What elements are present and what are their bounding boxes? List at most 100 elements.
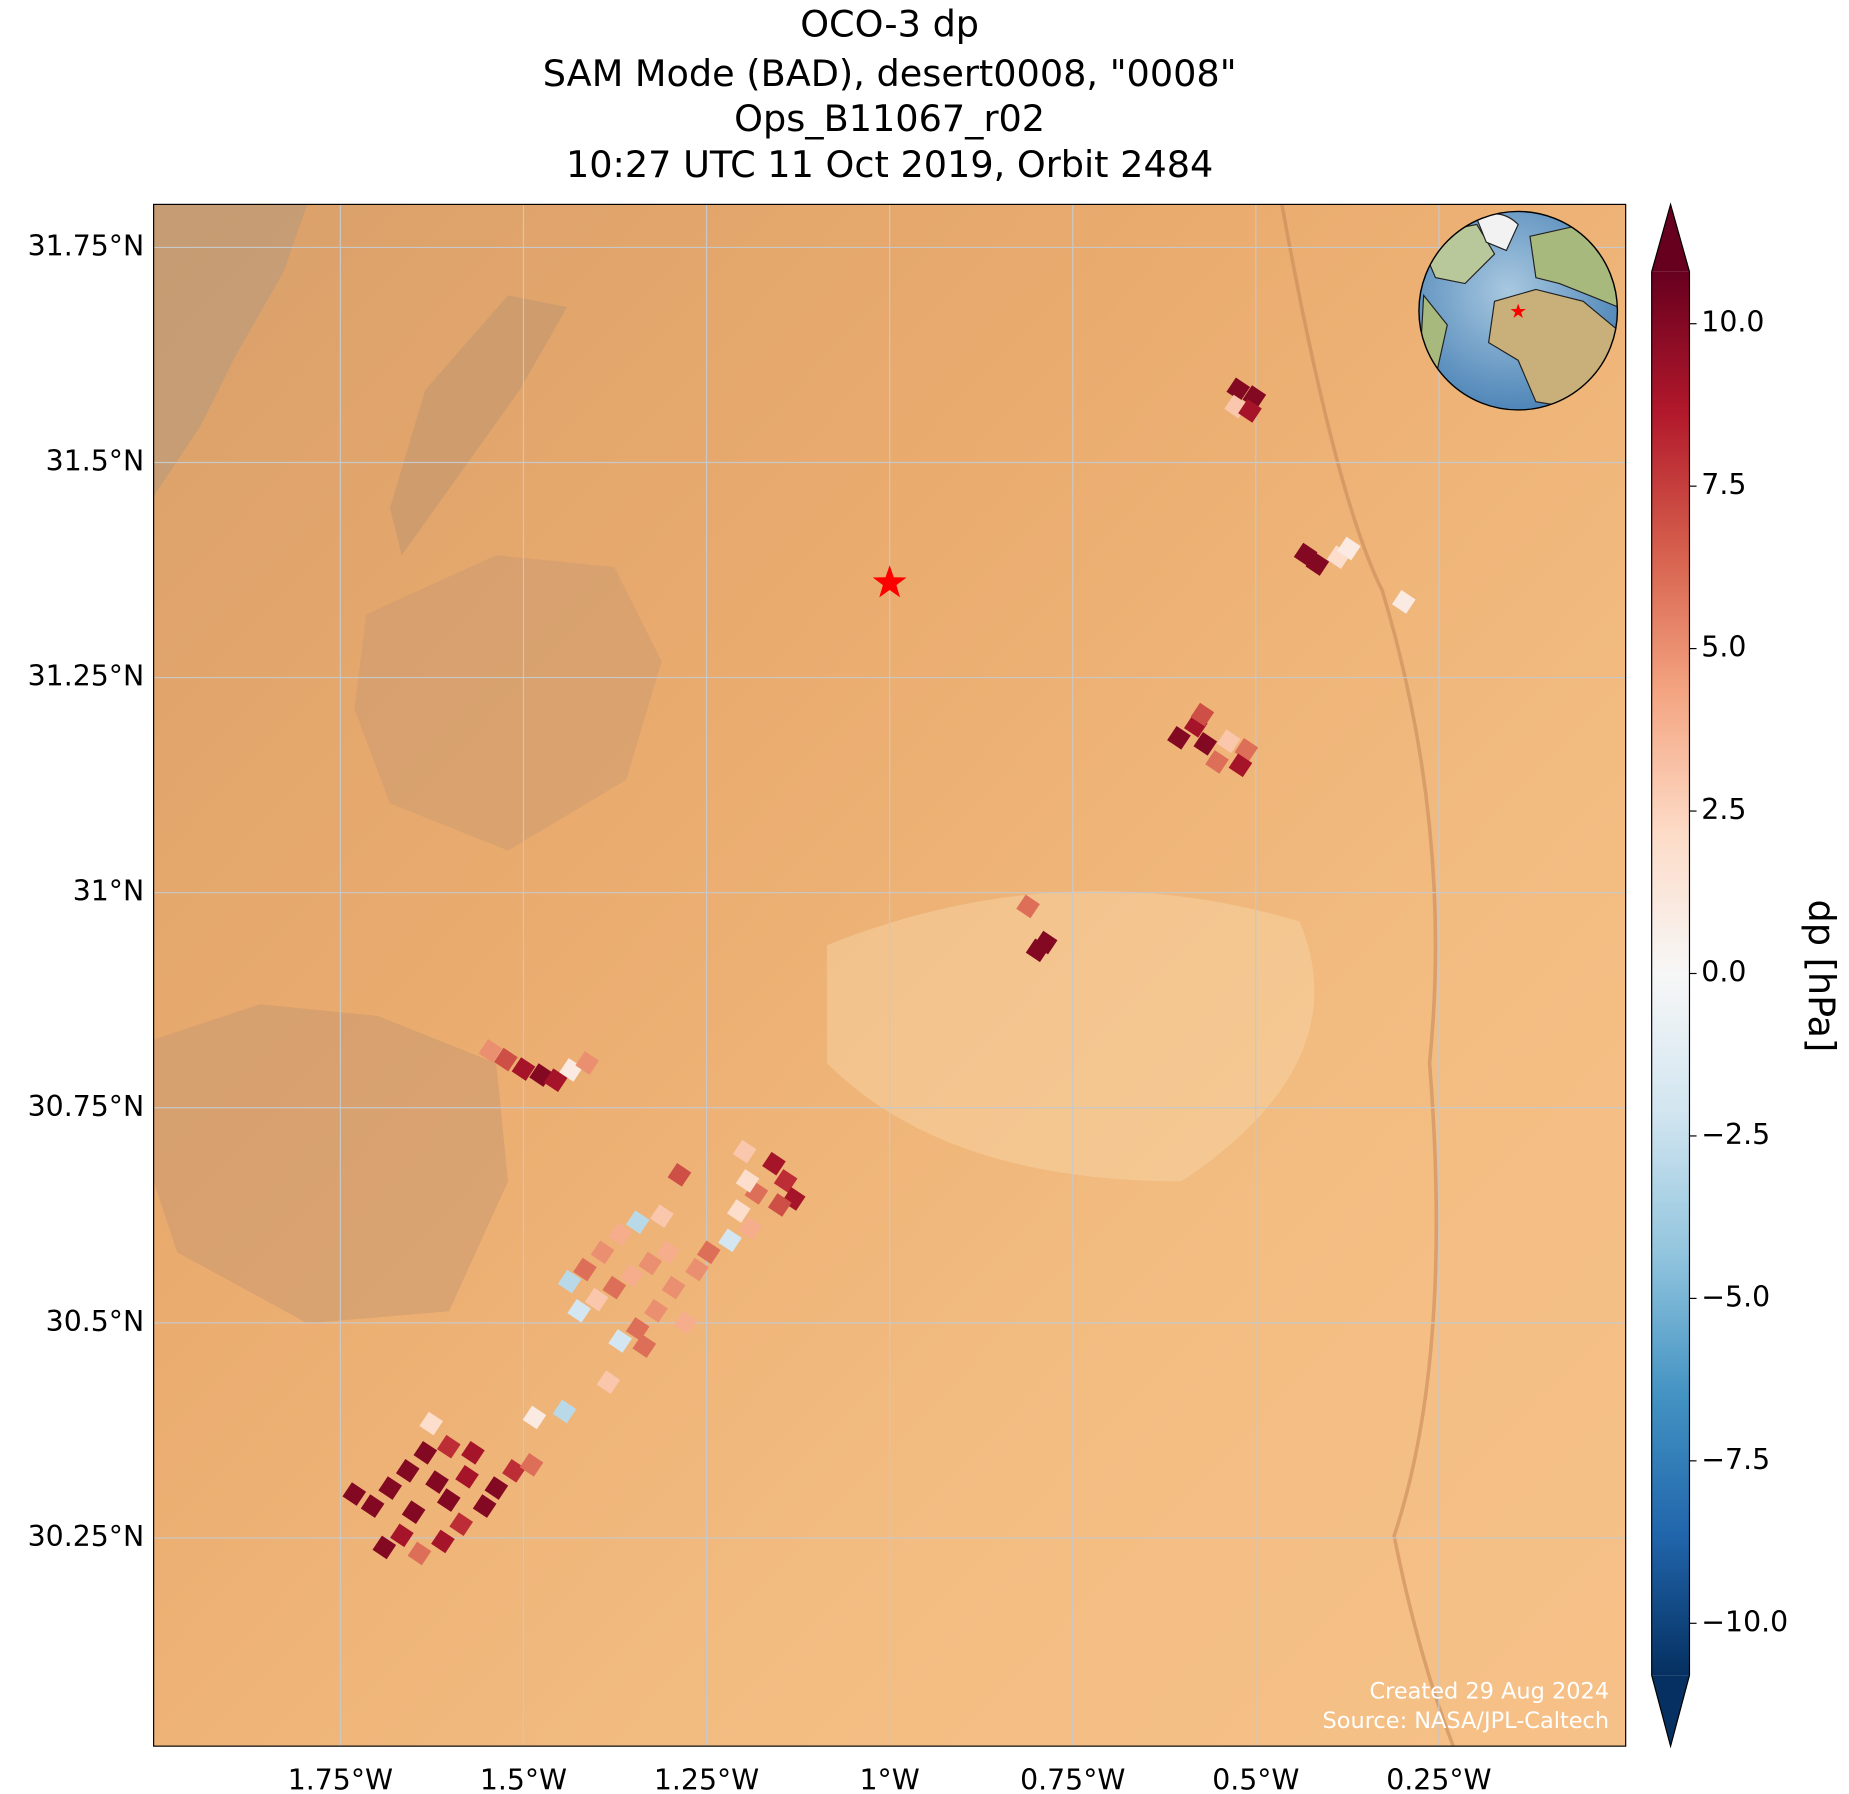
sounding-cell <box>1016 894 1040 919</box>
sounding-cell <box>1216 729 1241 754</box>
globe-outline <box>1418 210 1619 411</box>
sounding-cell <box>608 1329 632 1353</box>
x-tick-label: 0.5°W <box>1212 1764 1299 1794</box>
sounding-cell <box>1337 536 1361 561</box>
sounding-cell <box>1190 702 1215 727</box>
title-block: OCO-3 dp SAM Mode (BAD), desert0008, "00… <box>543 2 1237 186</box>
colorbar-tick-label: −2.5 <box>1701 1118 1770 1151</box>
sounding-cell <box>767 1193 792 1217</box>
sounding-cell <box>762 1151 786 1176</box>
colorbar-tick-label: 5.0 <box>1701 631 1746 664</box>
sounding-cell <box>484 1476 509 1500</box>
sounding-cell <box>1033 930 1058 955</box>
sounding-cell <box>431 1529 455 1554</box>
sounding-cell <box>461 1440 485 1465</box>
sounding-cell <box>472 1494 497 1518</box>
sounding-cell <box>455 1465 479 1489</box>
sounding-cell <box>584 1287 609 1312</box>
sounding-cell <box>1193 732 1218 756</box>
sounding-cell <box>650 1204 674 1228</box>
sounding-cell <box>1228 753 1253 778</box>
sounding-cell <box>608 1222 632 1247</box>
sounding-cell <box>567 1298 591 1323</box>
sounding-cell <box>685 1257 709 1282</box>
colorbar-tick-label: −10.0 <box>1701 1605 1788 1638</box>
sounding-cell <box>726 1199 751 1223</box>
sounding-cell <box>519 1453 544 1477</box>
map-frame <box>153 203 1627 1747</box>
sounding-cell <box>360 1494 385 1518</box>
colorbar-body <box>1651 271 1690 1676</box>
sounding-cell <box>378 1476 402 1500</box>
colorbar-tick-label: 10.0 <box>1701 306 1764 339</box>
sounding-cell <box>1238 399 1262 423</box>
sounding-cell <box>543 1068 568 1093</box>
sounding-cell <box>557 1269 582 1294</box>
sounding-cell <box>502 1459 526 1483</box>
locator-globe <box>1418 210 1619 411</box>
relief <box>354 555 662 851</box>
globe-target <box>1510 303 1526 318</box>
annotation: Source: NASA/JPL-Caltech <box>1323 1708 1610 1734</box>
colorbar-extend-bottom <box>1651 1675 1690 1747</box>
x-tick-label: 1°W <box>860 1764 920 1794</box>
target-marker <box>872 565 907 598</box>
colorbar-tick-label: −7.5 <box>1701 1443 1770 1476</box>
sounding-cell <box>552 1399 577 1424</box>
sounding-cell <box>1167 725 1191 750</box>
colorbar-tick-label: 0.0 <box>1701 955 1746 988</box>
sounding-cell <box>395 1459 420 1483</box>
relief <box>153 1004 509 1324</box>
sounding-cell <box>644 1298 668 1323</box>
sounding-cell <box>718 1228 742 1253</box>
sounding-cell <box>625 1210 650 1235</box>
sounding-cell <box>602 1275 627 1300</box>
sounding-cell <box>449 1512 474 1536</box>
sounding-cell <box>573 1257 597 1282</box>
relief <box>389 295 568 556</box>
x-tick-label: 0.75°W <box>1020 1764 1125 1794</box>
sounding-cell <box>425 1470 449 1494</box>
x-tick-label: 1.25°W <box>654 1764 759 1794</box>
sounding-cell <box>1391 590 1416 614</box>
sounding-cell <box>511 1057 536 1081</box>
sounding-cell <box>696 1240 721 1265</box>
colorbar-label: dp [hPa] <box>1800 899 1843 1052</box>
sounding-cell <box>436 1488 461 1512</box>
sounding-cell <box>1205 750 1229 774</box>
x-tick-label: 1.5°W <box>480 1764 567 1794</box>
y-tick-label: 30.75°N <box>28 1090 145 1123</box>
y-tick-label: 30.25°N <box>28 1520 145 1553</box>
sounding-cell <box>401 1500 426 1524</box>
colorbar-extend-top <box>1651 204 1690 272</box>
soundings <box>342 377 1416 1566</box>
sounding-cell <box>494 1047 518 1072</box>
sounding-cell <box>655 1240 680 1265</box>
annotation: Created 29 Aug 2024 <box>1369 1678 1609 1704</box>
sounding-cell <box>390 1523 414 1548</box>
sounding-cell <box>620 1263 644 1288</box>
sounding-cell <box>372 1535 397 1560</box>
sounding-cell <box>436 1434 461 1459</box>
x-tick-label: 0.25°W <box>1386 1764 1491 1794</box>
sounding-cell <box>625 1317 650 1341</box>
sounding-cell <box>413 1440 438 1465</box>
sounding-cell <box>575 1051 599 1075</box>
sounding-cell <box>407 1541 432 1566</box>
y-tick-label: 31°N <box>73 875 144 908</box>
colorbar-outline <box>1651 202 1691 1749</box>
sounding-cell <box>735 1169 760 1193</box>
title-line: 10:27 UTC 11 Oct 2019, Orbit 2484 <box>566 143 1213 186</box>
colorbar-tick-label: 7.5 <box>1701 468 1746 501</box>
x-tick-label: 1.75°W <box>288 1764 393 1794</box>
sounding-cell <box>590 1240 615 1265</box>
sounding-cell <box>1226 377 1251 402</box>
sounding-cell <box>596 1370 621 1395</box>
sounding-cell <box>773 1169 798 1193</box>
sounding-cell <box>661 1275 686 1300</box>
wadi <box>1280 204 1455 1747</box>
sounding-cell <box>632 1334 657 1358</box>
sounding-cell <box>667 1163 692 1187</box>
